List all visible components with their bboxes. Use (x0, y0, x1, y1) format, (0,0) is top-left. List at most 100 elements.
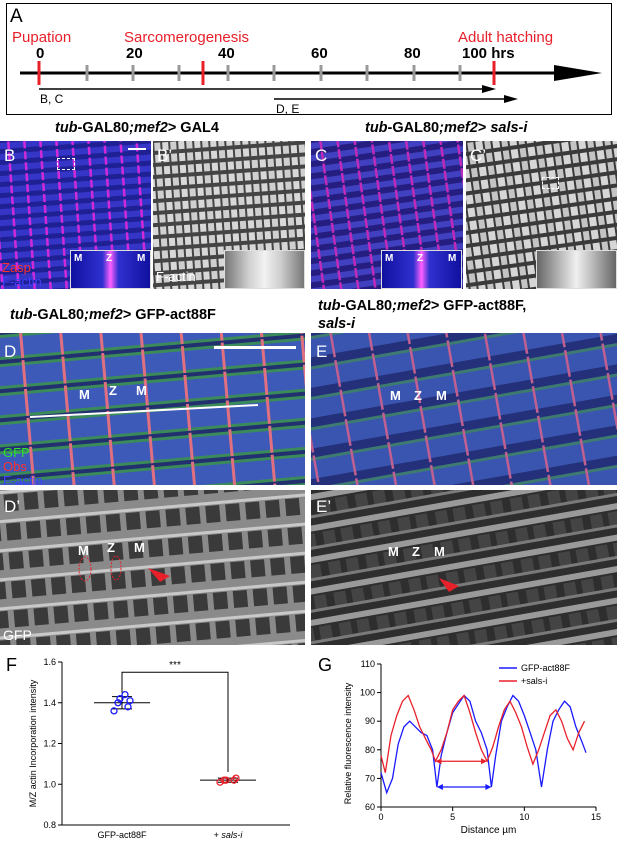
panel-label-d: D (4, 342, 17, 361)
f-point-1-3 (232, 774, 240, 782)
panel-label-e-prime: E’ (316, 497, 332, 516)
inset-c-prime (536, 250, 617, 289)
inset-b-z: Z (106, 253, 113, 264)
panel-label-a: A (10, 6, 23, 27)
g-period-arrow-red-head-right (481, 758, 488, 765)
f-point-1-4 (222, 776, 230, 784)
g-period-arrow-blue-head-right (485, 783, 492, 790)
panel-label-g: G (318, 655, 333, 675)
g-xtick-label-2: 10 (519, 812, 529, 822)
panel-label-e: E (316, 342, 328, 361)
e-label-z: Z (414, 388, 422, 403)
f-significance-bracket (121, 671, 229, 773)
f-point-0-2 (114, 699, 122, 707)
f-ytick-label-2: 1.2 (43, 739, 56, 749)
d-label-z: Z (109, 383, 117, 398)
micrograph-e (311, 333, 617, 485)
ep-label-m2: M (434, 544, 445, 559)
inset-c-m2: M (448, 253, 457, 264)
title-d: tub-GAL80;mef2> GFP-act88F (10, 307, 216, 323)
g-xlabel: Distance µm (461, 825, 517, 836)
g-series-line-1 (380, 694, 586, 773)
inset-c-z: Z (417, 253, 424, 264)
panel-label-c: C (315, 146, 328, 165)
panel-label-b-prime: B’ (157, 146, 173, 165)
channel-gfp: GFP (3, 445, 30, 460)
g-ytick-label-4: 100 (360, 688, 375, 698)
label-sarcomerogenesis: Sarcomerogenesis (124, 29, 250, 46)
g-xtick-label-3: 15 (591, 812, 601, 822)
timeline-axis (20, 61, 602, 103)
e-label-m1: M (390, 388, 401, 403)
title-b: tub-GAL80;mef2> GAL4 (55, 120, 219, 136)
tick-label-20: 20 (126, 45, 143, 62)
panel-label-f: F (6, 655, 17, 675)
f-ytick-label-1: 1.0 (43, 779, 56, 789)
title-e: tub-GAL80;mef2> GFP-act88F, (318, 298, 527, 314)
micrograph-d (0, 333, 305, 485)
f-category-1: + sals-i (214, 830, 244, 840)
channel-factin-b-prime: F-actin (156, 269, 196, 284)
inset-b-prime (224, 250, 305, 289)
panel-label-b: B (4, 146, 16, 165)
inset-b-m1: M (74, 253, 83, 264)
inset-b (70, 250, 151, 289)
title-c: tub-GAL80;mef2> sals-i (365, 120, 528, 136)
inset-b-m2: M (137, 253, 146, 264)
dp-label-m1: M (78, 543, 89, 558)
g-xtick-label-1: 5 (450, 812, 455, 822)
channel-obs: Obs (3, 459, 27, 474)
micrograph-e-prime (311, 490, 617, 645)
panel-label-c-prime: C’ (470, 146, 487, 165)
f-point-0-0 (110, 707, 118, 715)
g-ytick-label-1: 70 (365, 773, 375, 783)
channel-factin-d: F-actin (3, 473, 43, 488)
title-e-line2: sals-i (318, 316, 356, 332)
g-ylabel: Relative fluorescence intensity (343, 682, 353, 804)
g-ytick-label-5: 110 (361, 659, 375, 669)
f-point-0-1 (124, 703, 132, 711)
dp-label-z: Z (107, 540, 115, 555)
channel-zasp: Zasp (2, 260, 31, 275)
channel-factin-b: F-actin (2, 274, 42, 289)
tick-label-100: 100 hrs (462, 45, 515, 62)
ep-label-m1: M (388, 544, 399, 559)
range-label-de: D, E (276, 102, 300, 116)
g-xtick-label-0: 0 (378, 812, 383, 822)
g-period-arrow-blue-head-left (436, 783, 443, 790)
d-label-m1: M (79, 387, 90, 402)
tick-label-40: 40 (218, 45, 235, 62)
micrograph-d-prime (0, 490, 305, 645)
chart-g: 60 70 80 90 100 110 0 5 10 15 Distance µm Relative … (343, 659, 601, 836)
f-ytick-label-3: 1.4 (43, 698, 56, 708)
g-period-arrow-red-head-left (435, 758, 442, 765)
f-point-0-3 (126, 697, 134, 705)
timeline-panel (6, 3, 612, 115)
inset-c (381, 250, 462, 289)
dp-label-m2: M (134, 540, 145, 555)
tick-label-0: 0 (36, 45, 45, 62)
e-label-m2: M (436, 388, 447, 403)
label-pupation: Pupation (12, 29, 72, 46)
inset-c-m1: M (385, 253, 394, 264)
tick-label-80: 80 (404, 45, 421, 62)
f-ylabel: M/Z actin Incorporation intensity (28, 679, 38, 807)
g-ytick-label-3: 90 (365, 716, 375, 726)
g-legend-label-0: GFP-act88F (521, 663, 571, 673)
label-adult-hatching: Adult hatching (458, 29, 554, 46)
f-category-0: GFP-act88F (97, 830, 147, 840)
g-series-line-0 (380, 694, 587, 795)
f-ytick-label-4: 1.6 (43, 657, 56, 667)
ep-label-z: Z (412, 544, 420, 559)
f-point-0-4 (116, 695, 124, 703)
f-point-1-1 (230, 776, 238, 784)
chart-f: 0.8 1.0 1.2 1.4 1.6 M/Z actin Incorporation i… (28, 657, 290, 840)
range-label-bc: B, C (40, 92, 64, 106)
channel-gfp-prime: GFP (3, 627, 32, 643)
tick-label-60: 60 (311, 45, 328, 62)
d-label-m2: M (136, 383, 147, 398)
f-ytick-label-0: 0.8 (43, 820, 56, 830)
panel-label-d-prime: D’ (4, 497, 21, 516)
g-legend-label-1: +sals-i (521, 676, 547, 686)
f-point-0-5 (121, 690, 129, 699)
